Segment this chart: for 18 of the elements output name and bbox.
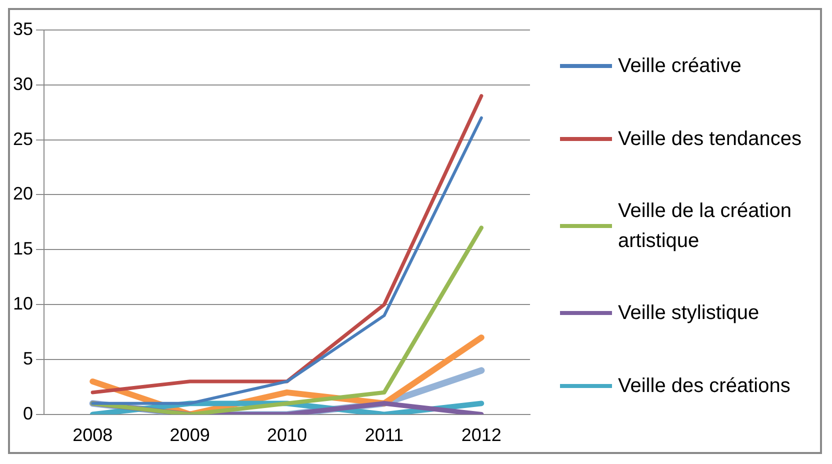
y-tick-label: 10 [12, 294, 34, 314]
y-tick-label: 0 [23, 403, 34, 424]
x-tick-label: 2011 [364, 425, 404, 446]
y-tick-label: 25 [12, 128, 34, 149]
x-tick-label: 2009 [170, 425, 210, 446]
x-tick-label: 2010 [266, 425, 308, 446]
y-tick-label: 35 [12, 18, 34, 39]
legend-label: Veille créative [618, 54, 742, 80]
x-tick-label: 2008 [72, 425, 113, 446]
y-tick-label: 20 [12, 184, 34, 204]
legend-label: Veille des créations [618, 374, 790, 399]
y-tick-label: 15 [12, 238, 34, 259]
y-tick-label: 30 [12, 74, 34, 94]
legend-label: Veille stylistique [618, 301, 760, 326]
legend-label: Veille de la création artistique [618, 198, 792, 254]
legend-label: Veille des tendances [618, 126, 802, 152]
x-tick-label: 2012 [461, 425, 502, 446]
y-tick-label: 5 [23, 348, 34, 368]
